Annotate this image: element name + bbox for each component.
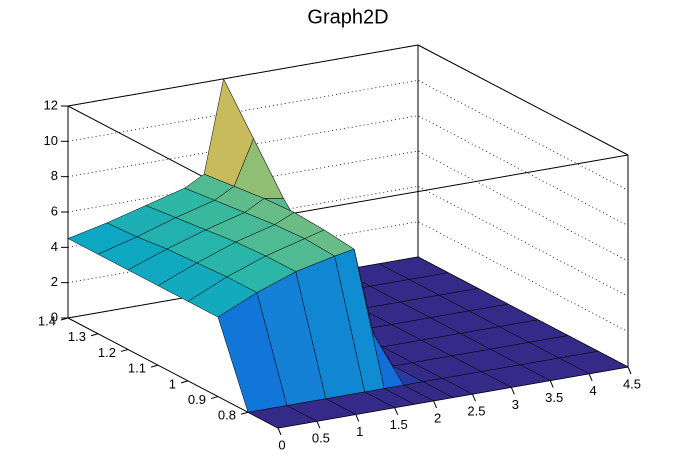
y-tick-label: 1.2 xyxy=(98,345,116,360)
x-tick-label: 1.5 xyxy=(390,417,408,432)
x-tick xyxy=(471,393,476,402)
x-tick-label: 3.5 xyxy=(545,390,563,405)
x-tick xyxy=(433,400,438,409)
x-tick-label: 1 xyxy=(356,424,363,439)
box-edge xyxy=(277,154,629,217)
y-tick xyxy=(150,364,159,368)
y-tick-label: 0.9 xyxy=(188,392,206,407)
z-tick-label: 4 xyxy=(51,239,58,254)
x-tick xyxy=(510,387,515,395)
y-tick-label: 1.4 xyxy=(38,313,56,328)
x-tick-label: 4 xyxy=(589,383,596,398)
x-tick-label: 0 xyxy=(278,437,285,452)
x-tick xyxy=(588,373,593,381)
x-tick-label: 4.5 xyxy=(623,376,641,391)
surface-cell xyxy=(247,405,318,429)
z-tick-label: 2 xyxy=(51,274,58,289)
y-tick xyxy=(180,380,189,384)
x-tick xyxy=(355,414,360,422)
x-tick xyxy=(277,427,282,436)
x-tick xyxy=(627,366,632,375)
y-tick xyxy=(120,348,129,352)
x-tick xyxy=(316,421,321,429)
z-tick-label: 8 xyxy=(51,168,58,183)
x-tick-label: 0.5 xyxy=(312,431,330,446)
box-edge xyxy=(67,317,279,429)
chart-title: Graph2D xyxy=(307,6,388,28)
z-tick-label: 12 xyxy=(44,97,58,112)
y-tick xyxy=(210,396,219,400)
x-tick xyxy=(394,407,399,415)
y-tick-label: 0.8 xyxy=(218,408,236,423)
y-tick xyxy=(240,411,249,415)
x-tick-label: 3 xyxy=(512,397,519,412)
y-tick xyxy=(60,317,69,321)
x-tick-label: 2.5 xyxy=(467,404,485,419)
y-tick-label: 1 xyxy=(169,376,176,391)
y-tick-label: 1.3 xyxy=(68,329,86,344)
x-tick-label: 2 xyxy=(434,410,441,425)
x-tick xyxy=(549,380,554,388)
z-tick-label: 6 xyxy=(51,203,58,218)
y-tick xyxy=(90,333,99,337)
z-tick-label: 10 xyxy=(44,133,58,148)
y-tick-label: 1.1 xyxy=(128,361,146,376)
z-tick-label: 0 xyxy=(51,309,58,324)
